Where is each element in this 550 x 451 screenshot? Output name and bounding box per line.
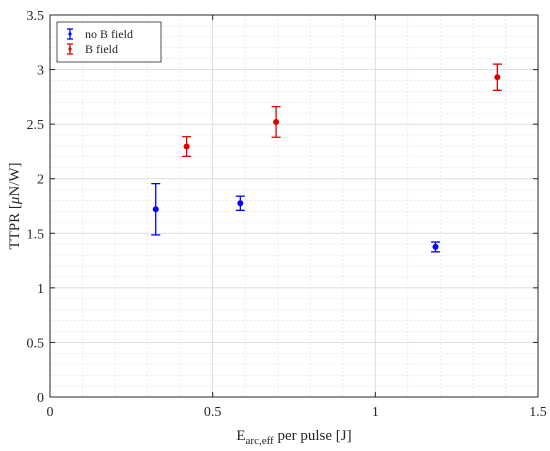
legend-entry: no B field	[67, 27, 133, 41]
x-tick-label: 1	[372, 405, 379, 420]
series-1	[182, 63, 502, 157]
y-axis-label-pre: TTPR [	[7, 204, 23, 249]
data-point	[237, 200, 244, 207]
y-tick-label: 3	[37, 64, 44, 79]
data-point	[152, 206, 159, 213]
y-tick-label: 1.5	[27, 227, 45, 242]
x-axis-label-rest: per pulse [J]	[274, 428, 352, 444]
y-tick-label: 2	[37, 173, 44, 188]
y-tick-label: 0	[37, 391, 44, 406]
legend-marker-dot	[68, 32, 72, 36]
x-tick-label: 1.5	[529, 405, 547, 420]
x-tick-label: 0.5	[204, 405, 222, 420]
x-tick-label: 0	[47, 405, 54, 420]
series-0	[151, 182, 441, 253]
data-point	[273, 118, 280, 125]
y-tick-label: 1	[37, 282, 44, 297]
legend-entry: B field	[67, 42, 118, 56]
plot-area	[49, 14, 539, 398]
data-point	[432, 243, 439, 250]
x-axis-label-main: E	[236, 428, 245, 444]
major-grid	[50, 15, 538, 397]
y-axis-label-mu: μ	[7, 196, 23, 205]
y-axis-label-post: N/W]	[7, 162, 23, 196]
y-tick-label: 0.5	[27, 336, 45, 351]
y-tick-label: 2.5	[27, 118, 45, 133]
data-point	[183, 143, 190, 150]
tick-labels: 0 0.5 1 1.5 0 0.5 1 1.5 2 2.5 3 3.5	[27, 9, 547, 420]
axis-ticks	[49, 14, 539, 398]
series-layer	[151, 63, 502, 253]
data-point	[494, 74, 501, 81]
x-axis-label: Earc,eff per pulse [J]	[236, 428, 351, 447]
plot-background	[50, 15, 538, 397]
legend-label: B field	[85, 42, 118, 56]
legend-label: no B field	[85, 27, 133, 41]
y-tick-label: 3.5	[27, 9, 45, 24]
plot-frame	[49, 14, 539, 398]
legend-box	[56, 21, 162, 63]
legend-marker-dot	[68, 47, 72, 51]
x-axis-label-subscript: arc,eff	[246, 435, 275, 447]
y-axis-label: TTPR [μN/W]	[7, 162, 23, 249]
